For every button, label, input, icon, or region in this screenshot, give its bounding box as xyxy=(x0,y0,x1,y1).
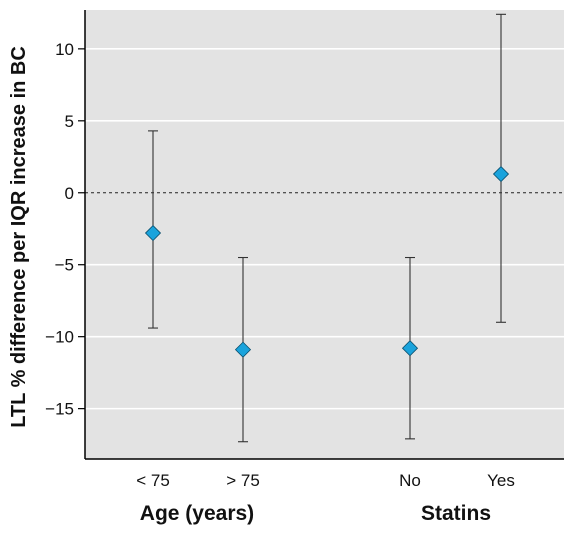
gridlines xyxy=(85,48,564,410)
y-tick-label: −15 xyxy=(45,400,74,419)
y-tick-label: −5 xyxy=(55,256,74,275)
y-tick-label: 5 xyxy=(65,112,74,131)
x-tick-label: No xyxy=(399,471,421,490)
y-tick-label: 0 xyxy=(65,184,74,203)
x-tick-label: > 75 xyxy=(226,471,260,490)
estimate-marker xyxy=(144,224,162,242)
y-tick-label: −10 xyxy=(45,328,74,347)
y-axis-ticks: 10 5 0 −5 −10 −15 xyxy=(45,40,85,419)
x-axis-labels: < 75 > 75 Age (years) No Yes Statins xyxy=(136,471,515,525)
x-tick-label: Yes xyxy=(487,471,515,490)
estimate-marker xyxy=(234,341,252,358)
estimate-marker xyxy=(401,340,419,357)
x-group-label: Age (years) xyxy=(140,502,254,525)
plot-background xyxy=(85,10,564,459)
data-marks xyxy=(144,13,510,443)
y-tick-label: 10 xyxy=(55,40,74,59)
y-axis-label: LTL % difference per IQR increase in BC xyxy=(8,46,30,428)
estimate-marker xyxy=(492,165,510,183)
x-group-label: Statins xyxy=(421,502,491,525)
x-tick-label: < 75 xyxy=(136,471,170,490)
